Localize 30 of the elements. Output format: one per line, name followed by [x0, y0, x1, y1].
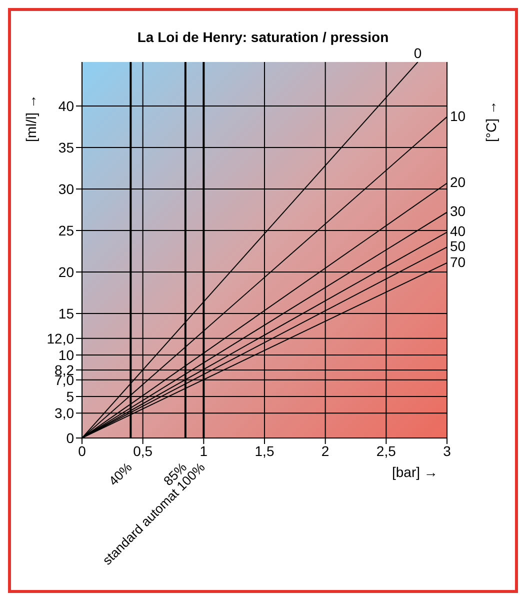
y-tick-label: 40	[58, 98, 74, 114]
y-tick-label: 3,0	[54, 405, 74, 422]
series-label: 70	[450, 254, 466, 270]
y-tick-label: 35	[58, 139, 74, 156]
series-label: 50	[450, 238, 466, 254]
y2-axis-title: [°C] →	[483, 100, 499, 142]
y-tick-label: 25	[58, 222, 74, 238]
y-tick-label: 5	[66, 388, 74, 404]
series-label: 0	[414, 45, 422, 61]
series-label: 10	[450, 108, 466, 124]
x-tick-label: 3	[443, 442, 452, 459]
x-tick-label: 0	[78, 442, 86, 459]
y-tick-label: 0	[66, 430, 74, 446]
series-label: 40	[450, 223, 466, 240]
series-label: 30	[450, 203, 466, 220]
x-tick-label: 0,5	[133, 442, 153, 459]
y-axis-title: [ml/l] →	[23, 94, 39, 142]
x-axis-title: [bar] →	[392, 464, 438, 480]
y-tick-label: 10	[58, 346, 74, 363]
y-tick-label: 30	[58, 180, 74, 197]
chart-title: La Loi de Henry: saturation / pression	[136, 29, 390, 45]
ref-line-label: 40%	[106, 459, 136, 489]
y-tick-label: 20	[58, 264, 74, 280]
y-tick-label: 15	[58, 305, 74, 322]
y-tick-label: 12,0	[46, 330, 74, 346]
x-tick-label: 1,5	[254, 442, 274, 459]
x-tick-label: 2,5	[376, 442, 396, 459]
x-tick-label: 1	[200, 442, 208, 459]
x-tick-label: 2	[321, 442, 330, 459]
series-label: 20	[450, 174, 466, 190]
